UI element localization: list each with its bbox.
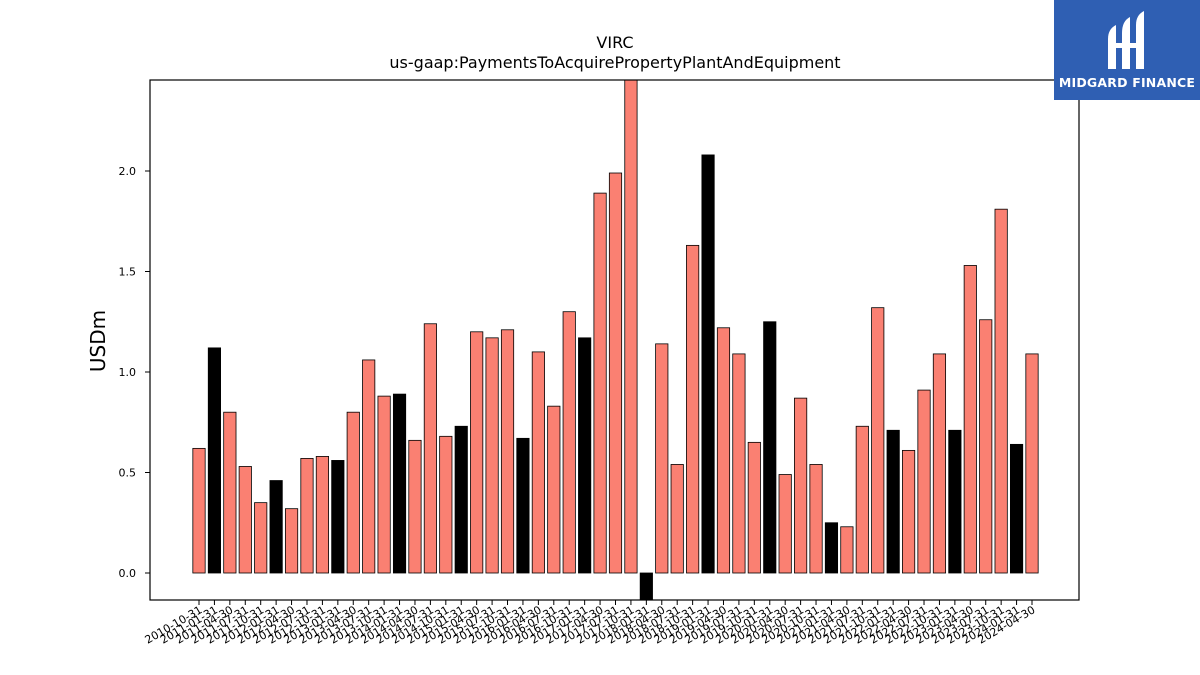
- bar-2024-01-31: [1010, 443, 1024, 574]
- bar-2023-01-31: [948, 429, 962, 574]
- bar-2018-04-30: [655, 343, 669, 574]
- bar-2012-10-31: [315, 456, 329, 574]
- bar-2012-01-31: [269, 480, 283, 574]
- bar-2018-10-31: [686, 244, 700, 574]
- bar-2016-07-31: [547, 405, 561, 574]
- bar-2023-10-31: [994, 208, 1008, 574]
- x-axis: 2010-10-312011-01-312011-04-302011-07-31…: [143, 600, 1038, 647]
- bar-2016-01-31: [516, 437, 530, 574]
- chart-subtitle: us-gaap:PaymentsToAcquirePropertyPlantAn…: [389, 53, 840, 72]
- bar-2015-10-31: [500, 329, 515, 574]
- midgard-logo-icon: [1108, 10, 1144, 69]
- bar-2015-07-31: [485, 337, 499, 574]
- bar-2019-10-31: [747, 441, 761, 574]
- bar-2016-04-30: [531, 351, 545, 574]
- bar-2010-10-31: [192, 447, 206, 574]
- bar-2011-01-31: [207, 347, 221, 574]
- bar-2017-07-31: [608, 172, 623, 574]
- bar-2019-01-31: [701, 154, 715, 574]
- y-tick-label: 1.0: [119, 366, 137, 379]
- bar-2013-07-31: [362, 359, 376, 574]
- bar-2021-01-31: [824, 522, 839, 574]
- bar-2011-04-30: [223, 411, 237, 574]
- bar-2016-10-31: [562, 311, 576, 574]
- bar-2011-10-31: [254, 502, 268, 574]
- y-tick-label: 1.5: [119, 266, 137, 279]
- bar-series: [192, 79, 1039, 601]
- y-tick-label: 0.0: [119, 567, 137, 580]
- bar-2024-04-30: [1025, 353, 1039, 574]
- bar-2022-10-31: [932, 353, 947, 574]
- bar-2011-07-31: [238, 466, 252, 574]
- bar-2014-04-30: [408, 439, 422, 574]
- chart-title: VIRC: [596, 33, 633, 52]
- bar-2017-01-31: [578, 337, 592, 574]
- bar-2020-07-31: [794, 397, 808, 574]
- bar-2019-04-30: [716, 327, 731, 574]
- bar-2017-04-30: [593, 192, 607, 574]
- bar-2012-07-31: [300, 458, 314, 574]
- bar-2022-01-31: [886, 429, 900, 574]
- brand-name: MIDGARD FINANCE: [1058, 74, 1196, 90]
- bar-2018-07-31: [670, 464, 684, 574]
- brand-logo: MIDGARD FINANCE: [1054, 0, 1200, 100]
- bar-2014-10-31: [439, 435, 453, 574]
- bar-2013-10-31: [377, 395, 391, 574]
- bar-2014-07-31: [423, 323, 437, 574]
- bar-2022-07-31: [917, 389, 931, 574]
- bar-2022-04-30: [902, 449, 916, 574]
- bar-2020-01-31: [763, 321, 777, 574]
- bar-2012-04-30: [284, 508, 299, 574]
- bar-2021-04-30: [840, 526, 854, 574]
- y-axis: 0.0 0.5 1.0 1.5 2.0: [119, 165, 150, 580]
- bar-2019-07-31: [732, 353, 746, 574]
- bar-2013-01-31: [331, 460, 345, 574]
- bar-2015-04-30: [470, 331, 484, 574]
- bar-2021-10-31: [871, 307, 885, 574]
- plot-frame: [149, 79, 1080, 601]
- bar-2023-04-30: [963, 265, 977, 574]
- y-tick-label: 0.5: [119, 467, 137, 480]
- bar-2020-04-30: [778, 474, 792, 574]
- y-axis-label: USDm: [86, 310, 110, 372]
- bar-2017-10-31: [624, 79, 638, 574]
- bar-2023-07-31: [979, 319, 993, 574]
- bar-2013-04-30: [346, 411, 360, 574]
- bar-2014-01-31: [392, 393, 407, 574]
- bar-2020-10-31: [809, 464, 823, 574]
- bar-2021-07-31: [855, 425, 869, 574]
- y-tick-label: 2.0: [119, 165, 137, 178]
- bar-2015-01-31: [454, 425, 468, 574]
- bar-2018-01-31: [639, 572, 653, 601]
